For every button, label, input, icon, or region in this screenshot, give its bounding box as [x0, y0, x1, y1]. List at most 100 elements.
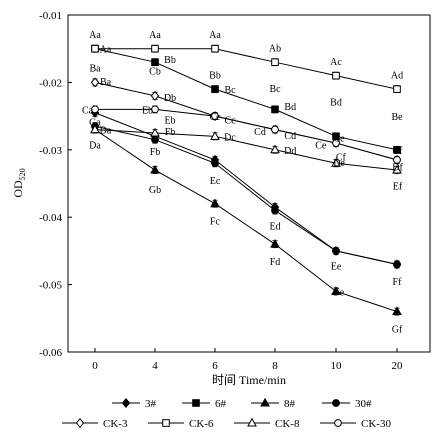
legend-marker — [75, 418, 85, 428]
legend-label: CK-3 — [103, 418, 128, 430]
point-label: Dc — [224, 132, 236, 143]
point-label: Ce — [333, 134, 345, 145]
legend-label: 30# — [355, 398, 372, 410]
data-point — [211, 112, 219, 120]
y-tick-label: -0.05 — [39, 280, 62, 292]
x-ticks: 0 4 6 8 10 20 — [92, 348, 403, 372]
legend-marker — [192, 399, 200, 407]
point-label: Cb — [149, 66, 161, 77]
series-line — [94, 48, 398, 151]
data-point — [271, 206, 279, 215]
point-label: Ff — [393, 277, 403, 288]
data-point — [270, 238, 280, 248]
legend-marker — [121, 398, 131, 408]
x-tick-label: 6 — [212, 360, 218, 372]
point-label: Fb — [150, 147, 161, 158]
point-label: Bb — [209, 70, 221, 81]
data-point — [90, 77, 100, 88]
point-label: Cd — [254, 127, 266, 138]
data-point — [392, 306, 402, 316]
x-tick-label: 0 — [92, 360, 98, 372]
series-lines — [94, 48, 398, 313]
legend-marker — [162, 419, 170, 427]
x-axis-label: 时间 Time/min — [212, 373, 286, 387]
point-label: Ec — [210, 176, 221, 187]
point-label: Bc — [224, 85, 236, 96]
data-point — [91, 105, 99, 114]
data-point — [151, 44, 159, 53]
point-label: Be — [391, 112, 403, 123]
point-label: Cf — [393, 146, 404, 157]
legend-label: CK-30 — [361, 418, 391, 430]
point-label: Ed — [269, 221, 280, 232]
data-point — [91, 44, 99, 53]
data-point — [151, 105, 159, 114]
series-markers — [90, 44, 402, 316]
point-label: Ba — [100, 77, 112, 88]
point-label: Aa — [149, 30, 161, 41]
legend-label: CK-6 — [189, 418, 214, 430]
point-label: Ba — [89, 64, 101, 75]
point-label: Ce — [315, 140, 327, 151]
data-point — [211, 159, 219, 168]
legend-label: 3# — [145, 398, 157, 410]
point-label: Bd — [284, 102, 296, 113]
legend-label: CK-8 — [275, 418, 300, 430]
y-tick-label: -0.01 — [39, 10, 62, 22]
data-point — [211, 85, 219, 93]
point-label: Fe — [334, 287, 345, 298]
series-line — [94, 129, 398, 171]
point-label: Gb — [149, 185, 161, 196]
series-line — [95, 48, 398, 90]
point-label: Bb — [164, 55, 176, 66]
point-label: Ef — [393, 182, 403, 193]
data-point — [393, 85, 401, 93]
data-point — [393, 156, 401, 164]
y-tick-label: -0.06 — [39, 347, 62, 359]
data-point — [271, 125, 279, 134]
point-label: Fd — [270, 257, 281, 268]
x-tick-label: 10 — [331, 360, 343, 372]
point-label: Fb — [165, 127, 176, 138]
data-point — [393, 260, 401, 269]
data-point — [392, 164, 402, 174]
series-line — [94, 125, 398, 265]
point-label: Eb — [164, 115, 175, 126]
point-label: De — [333, 158, 345, 169]
series-line — [94, 81, 398, 161]
data-point — [150, 127, 160, 137]
point-label: Bd — [330, 97, 342, 108]
data-point — [393, 146, 401, 154]
point-label: Eb — [142, 105, 153, 116]
point-label: Aa — [89, 30, 101, 41]
data-point — [151, 135, 159, 144]
point-label: Aa — [100, 45, 112, 56]
point-label: Ga — [89, 117, 101, 128]
data-point — [210, 131, 220, 140]
point-label: Cc — [224, 115, 236, 126]
y-tick-label: -0.04 — [39, 212, 62, 224]
y-axis-label-subscript: 520 — [18, 168, 27, 180]
legend-marker — [247, 417, 257, 427]
point-label: Dd — [284, 146, 296, 157]
legend-label: 6# — [215, 398, 227, 410]
point-label: Cf — [336, 153, 347, 164]
point-label: Da — [89, 140, 101, 151]
legend-label: 8# — [284, 398, 296, 410]
point-label: Cd — [284, 131, 296, 142]
data-point — [332, 71, 340, 80]
y-tick-label: -0.03 — [39, 145, 62, 157]
data-point — [271, 58, 279, 66]
point-label: Ac — [330, 57, 342, 68]
point-label: Ab — [269, 43, 281, 54]
point-label: Bc — [269, 84, 281, 95]
point-label: Ee — [331, 262, 342, 273]
y-ticks: -0.01 -0.02 -0.03 -0.04 -0.05 -0.06 — [39, 10, 72, 359]
y-tick-label: -0.02 — [39, 77, 62, 89]
data-point — [332, 247, 340, 255]
x-tick-label: 20 — [392, 360, 404, 372]
legend-marker — [334, 419, 342, 427]
data-point — [331, 158, 341, 167]
